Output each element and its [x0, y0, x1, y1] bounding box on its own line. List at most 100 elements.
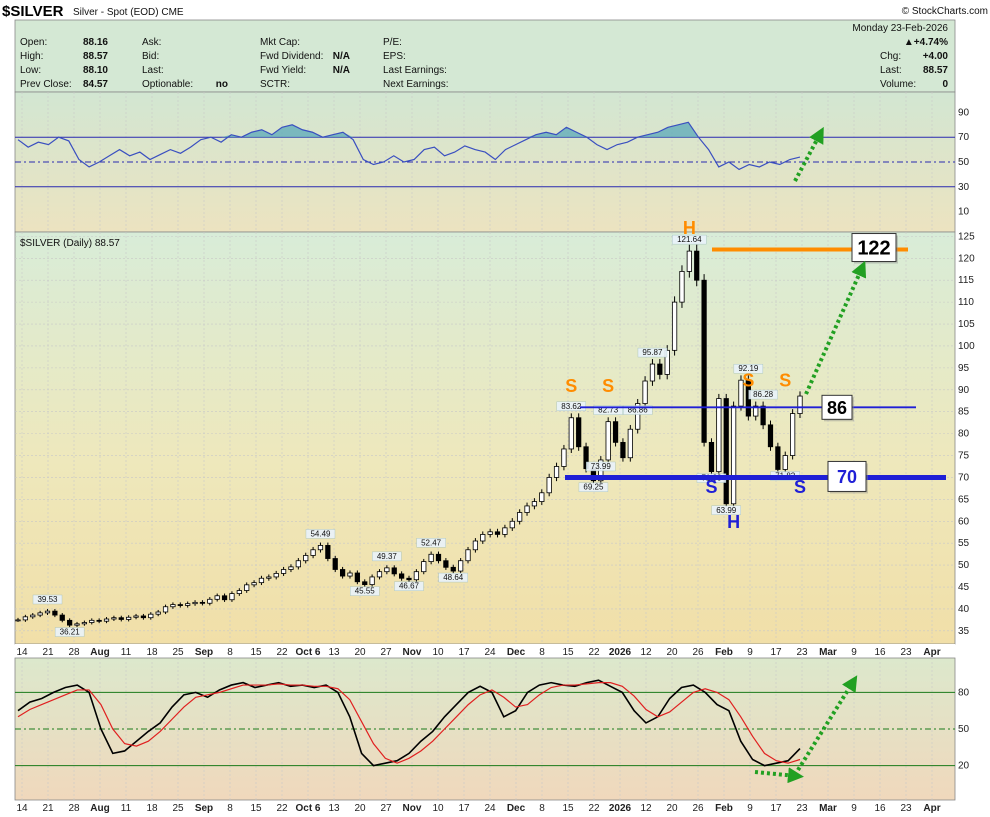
candle-body — [199, 601, 206, 604]
x-tick-label: 22 — [588, 647, 600, 658]
candle-body — [531, 501, 538, 507]
candle-body — [502, 527, 508, 535]
candle-body — [118, 617, 124, 620]
candle-body — [708, 441, 715, 473]
data-label: 54.49 — [310, 529, 331, 538]
level-box — [851, 233, 897, 263]
candle-body — [170, 604, 176, 608]
x-tick-label: 11 — [121, 647, 132, 658]
candle-body — [369, 576, 375, 586]
x-tick-label: Dec — [507, 647, 526, 658]
data-label-box — [711, 505, 741, 515]
candle-body — [22, 616, 28, 621]
level-label: 70 — [837, 467, 857, 487]
x-tick-label: Mar — [819, 803, 837, 814]
candle-body — [162, 606, 169, 613]
quote-value: 84.57 — [83, 79, 108, 90]
candle-body — [494, 531, 501, 535]
candle-body — [280, 569, 287, 574]
data-label-box — [637, 347, 668, 358]
candle-body — [583, 446, 589, 470]
candle-body — [642, 380, 648, 404]
x-tick-label: 18 — [146, 803, 158, 814]
candle-body — [362, 581, 368, 586]
stochastic-d-line — [17, 682, 801, 764]
data-label: 73.99 — [591, 462, 612, 471]
candle-body — [332, 558, 338, 570]
x-tick-label: 13 — [328, 647, 340, 658]
candle-body — [509, 520, 515, 529]
x-tick-label: 28 — [68, 803, 80, 814]
y-tick-label: 115 — [958, 275, 974, 286]
x-tick-label: Mar — [819, 647, 837, 658]
data-label: 83.62 — [561, 402, 582, 411]
quote-label: High: — [20, 51, 43, 62]
quote-value: 88.57 — [83, 51, 108, 62]
candle-body — [384, 567, 390, 573]
y-tick-label: 125 — [958, 231, 975, 242]
candle-body — [701, 279, 707, 443]
level-label: 122 — [857, 238, 890, 260]
candle-body — [664, 349, 670, 375]
quote-value: no — [216, 79, 228, 90]
data-label: 39.53 — [37, 595, 58, 604]
x-tick-label: 20 — [354, 803, 366, 814]
x-tick-label: Dec — [507, 803, 526, 814]
quote-label: Last: — [880, 65, 902, 76]
x-tick-label: 11 — [121, 803, 132, 814]
x-tick-label: 24 — [484, 647, 496, 658]
candle-body — [325, 545, 331, 559]
x-tick-label: 16 — [874, 647, 886, 658]
x-tick-label: 12 — [640, 803, 652, 814]
x-tick-label: 18 — [146, 647, 158, 658]
candle-body — [435, 553, 442, 562]
candle-body — [185, 603, 191, 606]
x-tick-label: Oct 6 — [295, 647, 320, 658]
x-tick-label: 25 — [172, 647, 184, 658]
x-tick-label: 17 — [458, 647, 470, 658]
candle-body — [317, 545, 324, 551]
candle-body — [288, 566, 294, 570]
candle-body — [140, 615, 147, 619]
x-tick-label: 24 — [484, 803, 496, 814]
x-tick-label: 20 — [666, 647, 678, 658]
y-tick-label: 110 — [958, 297, 974, 308]
y-tick-label: 120 — [958, 253, 975, 264]
candle-body — [472, 540, 479, 551]
candle-body — [480, 534, 486, 542]
quote-label: Open: — [20, 37, 47, 48]
candle-body — [553, 466, 560, 478]
data-label: 63.99 — [716, 506, 737, 515]
candle-body — [59, 614, 65, 621]
y-tick-label: 105 — [958, 319, 975, 330]
symbol-title: $SILVER — [2, 3, 64, 20]
candle-body — [635, 403, 641, 430]
data-label-box — [748, 389, 778, 400]
x-tick-label: Apr — [923, 647, 940, 658]
candle-body — [723, 398, 729, 505]
candle-body — [339, 569, 346, 577]
y-tick-label: 85 — [958, 407, 970, 418]
candle-body — [517, 512, 523, 522]
data-label: 95.87 — [642, 348, 663, 357]
candle-body — [214, 595, 220, 600]
quote-label: Prev Close: — [20, 79, 72, 90]
quote-value: 88.16 — [83, 37, 108, 48]
x-tick-label: 15 — [250, 647, 262, 658]
rsi-y-tick: 50 — [958, 157, 970, 168]
watermark: © StockCharts.com — [902, 6, 988, 17]
price-legend: $SILVER (Daily) 88.57 — [20, 238, 120, 249]
data-label-box — [54, 627, 85, 637]
x-tick-label: 26 — [692, 647, 704, 658]
candle-body — [738, 379, 744, 407]
candle-body — [391, 567, 397, 575]
x-tick-label: 8 — [227, 803, 233, 814]
quote-value: 88.57 — [923, 65, 948, 76]
price-layer: 35 40 45 50 55 60 65 70 75 80 85 90 95 100 105 110 115 12… — [15, 231, 975, 644]
candle-body — [413, 571, 419, 581]
x-tick-label: 23 — [900, 647, 912, 658]
x-tick-label: Apr — [923, 803, 940, 814]
rsi-y-tick: 30 — [958, 182, 970, 193]
rsi-layer: 10 30 50 70 90 — [15, 92, 970, 232]
quote-label: Optionable: — [142, 79, 193, 90]
